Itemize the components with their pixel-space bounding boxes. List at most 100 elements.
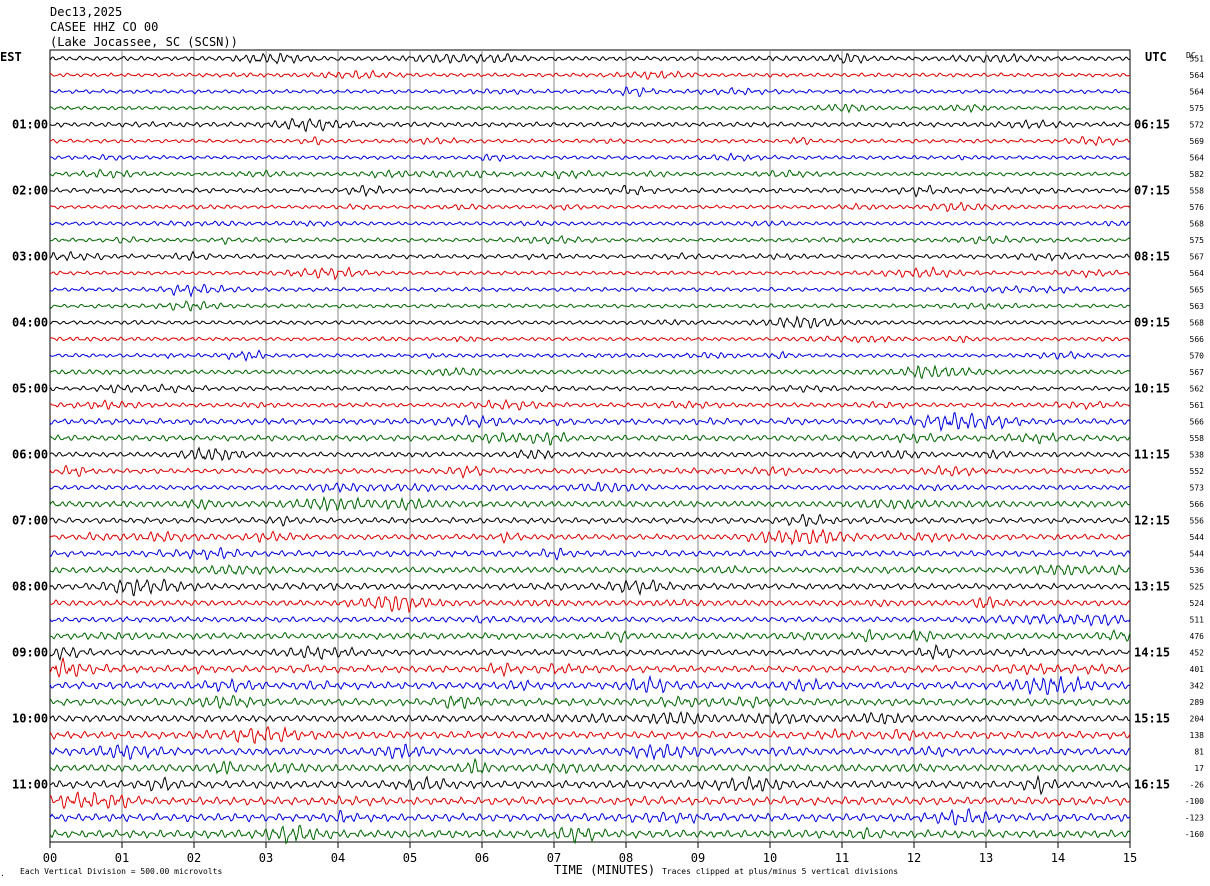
dc-offset-label: 556 xyxy=(1190,517,1205,526)
x-tick-label: 14 xyxy=(1051,851,1065,865)
dc-offset-label: 204 xyxy=(1190,715,1205,724)
dc-offset-label: 342 xyxy=(1190,682,1205,691)
dc-offset-label: 558 xyxy=(1190,434,1205,443)
seismic-trace xyxy=(49,135,1131,147)
x-tick-label: 15 xyxy=(1123,851,1137,865)
seismic-trace xyxy=(49,613,1131,627)
dc-offset-label: 575 xyxy=(1190,104,1205,113)
seismic-trace xyxy=(49,69,1131,80)
seismic-trace xyxy=(49,431,1131,446)
dc-offset-label: 564 xyxy=(1190,71,1205,80)
dc-offset-label: 538 xyxy=(1190,451,1205,460)
x-tick-label: 13 xyxy=(979,851,993,865)
right-hour-label: 12:15 xyxy=(1134,514,1170,528)
right-hour-label: 13:15 xyxy=(1134,580,1170,594)
x-tick-label: 11 xyxy=(835,851,849,865)
seismic-trace xyxy=(49,791,1131,810)
seismic-trace xyxy=(49,201,1131,213)
dc-offset-label: 544 xyxy=(1190,550,1205,559)
seismic-trace xyxy=(49,300,1131,312)
dc-offset-label: 564 xyxy=(1190,269,1205,278)
x-tick-label: 09 xyxy=(691,851,705,865)
seismic-trace xyxy=(49,495,1131,513)
x-tick-label: 12 xyxy=(907,851,921,865)
seismic-trace xyxy=(49,383,1131,394)
left-hour-label: 06:00 xyxy=(12,448,48,462)
dc-offset-label: -123 xyxy=(1185,814,1204,823)
left-hour-label: 05:00 xyxy=(12,382,48,396)
seismic-trace xyxy=(49,168,1131,180)
dc-offset-label: 562 xyxy=(1190,385,1205,394)
dc-offset-label: 568 xyxy=(1190,319,1205,328)
left-timezone-label: EST xyxy=(0,50,22,64)
seismic-trace xyxy=(49,283,1131,298)
dc-offset-label: 561 xyxy=(1190,401,1205,410)
seismic-trace xyxy=(49,364,1131,380)
dc-offset-label: 138 xyxy=(1190,731,1205,740)
left-hour-label: 09:00 xyxy=(12,646,48,660)
seismic-trace xyxy=(49,628,1131,644)
dc-offset-label: -160 xyxy=(1185,830,1204,839)
left-hour-label: 04:00 xyxy=(12,316,48,330)
x-tick-label: 07 xyxy=(547,851,561,865)
left-hour-label: 08:00 xyxy=(12,580,48,594)
dc-offset-label: 567 xyxy=(1190,368,1205,377)
seismic-trace xyxy=(49,481,1131,494)
header-date: Dec13,2025 xyxy=(50,5,122,19)
dc-offset-label: 576 xyxy=(1190,203,1205,212)
x-tick-label: 04 xyxy=(331,851,345,865)
dc-offset-label: 536 xyxy=(1190,566,1205,575)
dc-offset-label: 452 xyxy=(1190,649,1205,658)
dc-offset-label: 572 xyxy=(1190,121,1205,130)
dc-offset-label: 569 xyxy=(1190,137,1205,146)
seismic-trace xyxy=(49,184,1131,198)
seismic-trace xyxy=(49,250,1131,262)
left-hour-label: 02:00 xyxy=(12,184,48,198)
seismic-trace xyxy=(49,266,1131,281)
right-hour-label: 07:15 xyxy=(1134,184,1170,198)
right-hour-label: 15:15 xyxy=(1134,712,1170,726)
x-tick-label: 01 xyxy=(115,851,129,865)
seismic-trace xyxy=(49,824,1131,845)
header-location: (Lake Jocassee, SC (SCSN)) xyxy=(50,35,238,49)
dc-offset-label: 552 xyxy=(1190,467,1205,476)
seismic-trace xyxy=(49,234,1131,246)
seismic-trace xyxy=(49,563,1131,576)
seismic-trace xyxy=(49,446,1131,462)
dc-offset-label: 289 xyxy=(1190,698,1205,707)
dc-offset-label: -26 xyxy=(1190,781,1205,790)
seismic-trace xyxy=(49,103,1131,114)
dc-offset-label: 551 xyxy=(1190,55,1205,64)
dc-offset-label: 565 xyxy=(1190,286,1205,295)
seismic-trace xyxy=(49,152,1131,163)
left-hour-label: 11:00 xyxy=(12,778,48,792)
left-hour-label: 10:00 xyxy=(12,712,48,726)
seismic-trace xyxy=(49,674,1131,696)
dc-offset-label: 567 xyxy=(1190,253,1205,262)
dc-offset-label: 568 xyxy=(1190,220,1205,229)
seismic-trace xyxy=(49,219,1131,228)
x-tick-label: 10 xyxy=(763,851,777,865)
seismic-trace xyxy=(49,743,1131,761)
dc-offset-label: 575 xyxy=(1190,236,1205,245)
right-hour-label: 06:15 xyxy=(1134,118,1170,132)
right-hour-label: 09:15 xyxy=(1134,316,1170,330)
dc-offset-label: 524 xyxy=(1190,599,1205,608)
left-hour-label: 07:00 xyxy=(12,514,48,528)
seismic-trace xyxy=(49,314,1131,329)
seismic-trace xyxy=(49,52,1131,65)
left-hour-label: 01:00 xyxy=(12,118,48,132)
seismic-trace xyxy=(49,657,1131,678)
dc-offset-label: 566 xyxy=(1190,335,1205,344)
footer-mark: . xyxy=(0,869,5,878)
seismic-trace xyxy=(49,595,1131,614)
seismic-trace xyxy=(49,757,1131,776)
plot-frame xyxy=(49,49,1131,843)
x-axis-title: TIME (MINUTES) xyxy=(554,863,655,877)
dc-offset-label: 570 xyxy=(1190,352,1205,361)
dc-offset-label: 511 xyxy=(1190,616,1205,625)
seismic-trace xyxy=(49,464,1131,480)
left-hour-label: 03:00 xyxy=(12,250,48,264)
grid-layer xyxy=(49,50,1131,848)
